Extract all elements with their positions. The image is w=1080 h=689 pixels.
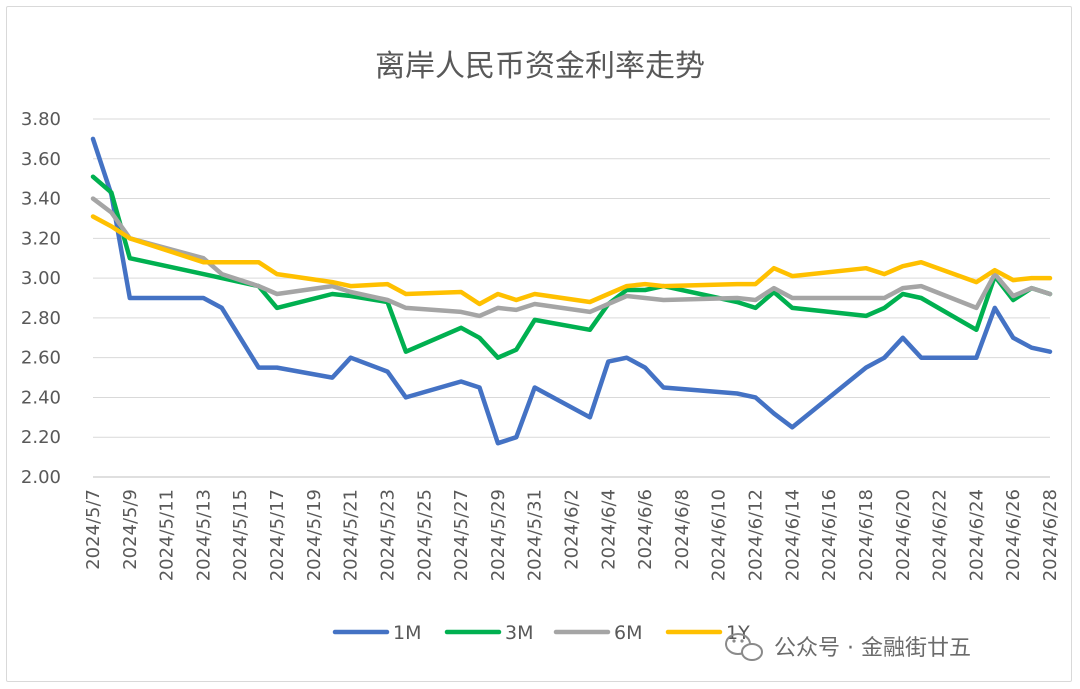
series-line-1m: [90, 136, 1053, 446]
x-tick-label: 2024/5/23: [377, 489, 398, 581]
x-tick-label: 2024/6/12: [746, 489, 767, 581]
legend-item-6m: 6M: [553, 622, 642, 644]
x-tick-label: 2024/5/21: [341, 489, 362, 581]
x-tick-label: 2024/6/10: [709, 489, 730, 581]
series-line-3m: [90, 174, 1053, 360]
y-tick-label: 3.20: [21, 228, 61, 249]
y-tick-label: 3.80: [21, 109, 61, 130]
x-tick-label: 2024/5/15: [230, 489, 251, 581]
series-line-1y: [90, 214, 1053, 307]
x-tick-label: 2024/6/6: [635, 489, 656, 570]
y-tick-label: 2.80: [21, 308, 61, 329]
series-lines: [90, 136, 1053, 446]
x-tick-label: 2024/6/8: [672, 489, 693, 570]
x-tick-label: 2024/6/26: [1003, 489, 1024, 581]
y-tick-label: 3.60: [21, 149, 61, 170]
x-tick-label: 2024/5/27: [451, 489, 472, 581]
series-line-6m: [90, 196, 1053, 319]
x-tick-label: 2024/6/16: [819, 489, 840, 581]
chart-frame: [6, 6, 1072, 682]
legend-label: 1Y: [726, 622, 750, 644]
x-tick-label: 2024/6/20: [893, 489, 914, 581]
watermark: 公众号 · 金融街廿五: [725, 633, 971, 661]
x-tick-label: 2024/5/7: [83, 489, 104, 570]
legend-label: 6M: [614, 622, 642, 644]
legend-item-1y: 1Y: [665, 622, 750, 644]
legend-label: 1M: [393, 622, 421, 644]
x-tick-label: 2024/6/22: [930, 489, 951, 581]
y-tick-label: 2.60: [21, 348, 61, 369]
wechat-icon: [725, 633, 763, 661]
y-tick-label: 2.00: [21, 467, 61, 488]
x-tick-label: 2024/5/19: [304, 489, 325, 581]
x-tick-label: 2024/6/28: [1040, 489, 1061, 581]
watermark-text: 公众号 · 金融街廿五: [774, 636, 971, 661]
x-tick-label: 2024/6/14: [782, 489, 803, 581]
x-tick-label: 2024/5/25: [414, 489, 435, 581]
x-tick-label: 2024/6/2: [562, 489, 583, 570]
x-axis: 2024/5/7 2024/5/9 2024/5/11 2024/5/13 2024/5…: [83, 476, 1061, 581]
x-tick-label: 2024/5/13: [193, 489, 214, 581]
x-tick-label: 2024/5/29: [488, 489, 509, 581]
y-tick-label: 3.40: [21, 189, 61, 210]
y-tick-label: 2.40: [21, 387, 61, 408]
legend: 1M 3M 6M 1Y: [332, 622, 750, 644]
y-tick-label: 3.00: [21, 268, 61, 289]
x-tick-label: 2024/6/4: [598, 489, 619, 570]
y-tick-label: 2.20: [21, 427, 61, 448]
x-tick-label: 2024/6/24: [966, 489, 987, 581]
x-tick-label: 2024/5/17: [267, 489, 288, 581]
chart-title: 离岸人民币资金利率走势: [375, 49, 705, 84]
legend-item-3m: 3M: [444, 622, 533, 644]
x-tick-label: 2024/5/9: [120, 489, 141, 570]
legend-label: 3M: [505, 622, 533, 644]
legend-item-1m: 1M: [332, 622, 421, 644]
y-axis: 3.80 3.60 3.40 3.20 3.00 2.80 2.60 2.40 2.20 2.00: [21, 109, 61, 488]
x-tick-label: 2024/5/11: [157, 489, 178, 581]
x-tick-label: 2024/6/18: [856, 489, 877, 581]
x-tick-label: 2024/5/31: [525, 489, 546, 581]
